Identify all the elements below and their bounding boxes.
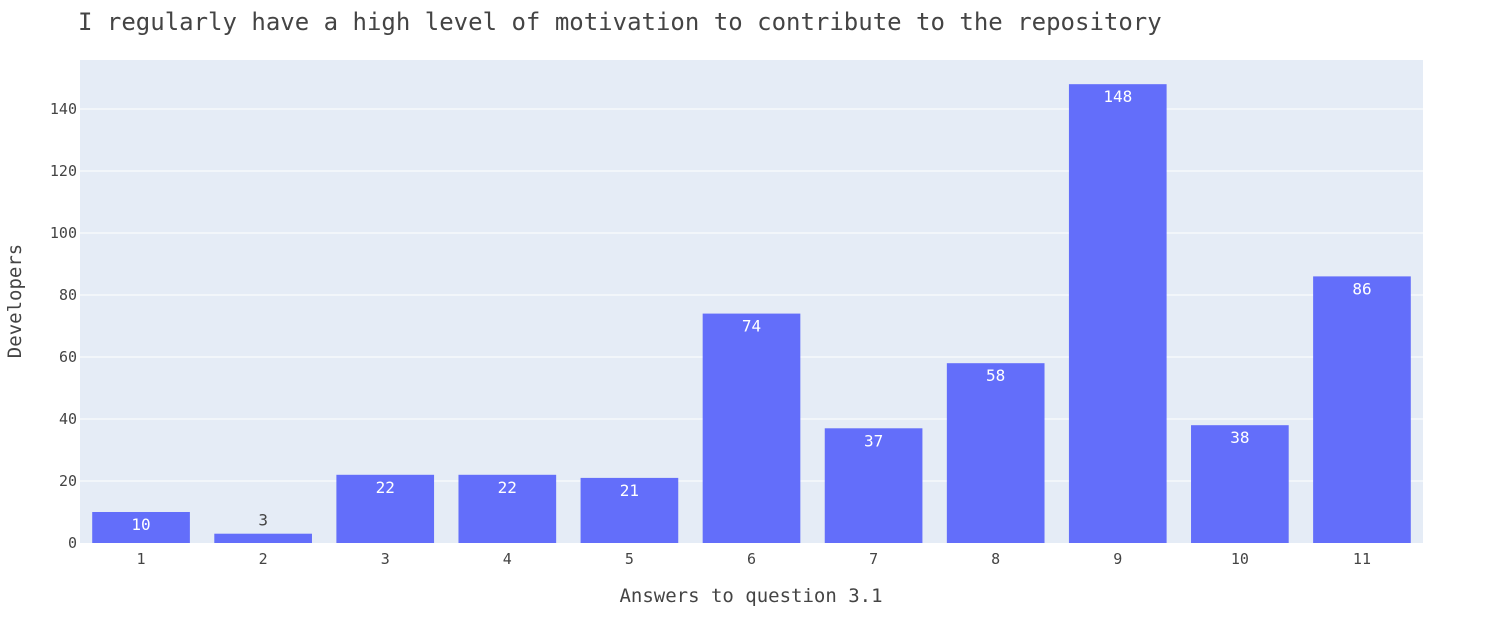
bar-value-label: 37	[864, 431, 883, 450]
y-tick-label: 0	[68, 534, 77, 552]
y-tick-label: 140	[50, 100, 77, 118]
bar-value-label: 22	[376, 478, 395, 497]
y-axis-title: Developers	[4, 244, 26, 358]
bar	[824, 428, 923, 543]
bar	[336, 474, 435, 543]
bar	[946, 363, 1045, 543]
bar	[458, 474, 557, 543]
y-tick-label: 20	[59, 472, 77, 490]
y-tick-label: 40	[59, 410, 77, 428]
x-tick-label: 10	[1231, 550, 1249, 568]
x-tick-label: 4	[503, 550, 512, 568]
x-axis-title: Answers to question 3.1	[619, 585, 882, 607]
bars	[92, 84, 1411, 543]
bar	[1191, 425, 1289, 543]
x-tick-label: 9	[1113, 550, 1122, 568]
x-tick-label: 5	[625, 550, 634, 568]
bar	[702, 313, 801, 543]
y-tick-label: 80	[59, 286, 77, 304]
bar-labels: 10 3 22 22 21 74 37 58 148 38 86	[131, 87, 1371, 534]
bar-value-label: 38	[1230, 428, 1249, 447]
x-tick-label: 7	[869, 550, 878, 568]
bar-value-label: 22	[498, 478, 517, 497]
y-tick-label: 100	[50, 224, 77, 242]
bar-value-label: 21	[620, 481, 639, 500]
bar-value-label: 58	[986, 366, 1005, 385]
x-tick-label: 2	[259, 550, 268, 568]
chart-title: I regularly have a high level of motivat…	[78, 8, 1162, 36]
bar-value-label: 86	[1352, 279, 1371, 298]
x-tick-label: 8	[991, 550, 1000, 568]
bar	[92, 511, 190, 543]
y-tick-label: 60	[59, 348, 77, 366]
bar-value-label: 10	[131, 515, 150, 534]
bar	[580, 477, 679, 543]
bar-value-label: 74	[742, 317, 761, 336]
bar	[1313, 276, 1411, 543]
y-axis-ticks: 0 20 40 60 80 100 120 140	[50, 100, 77, 552]
x-tick-label: 1	[137, 550, 146, 568]
bar-value-label: 3	[258, 511, 268, 530]
x-axis-ticks: 1 2 3 4 5 6 7 8 9 10 11	[137, 550, 1371, 568]
x-tick-label: 3	[381, 550, 390, 568]
x-tick-label: 6	[747, 550, 756, 568]
bar	[1068, 84, 1167, 543]
y-tick-label: 120	[50, 162, 77, 180]
bar	[214, 533, 312, 543]
bar-value-label: 148	[1103, 87, 1132, 106]
x-tick-label: 11	[1353, 550, 1371, 568]
